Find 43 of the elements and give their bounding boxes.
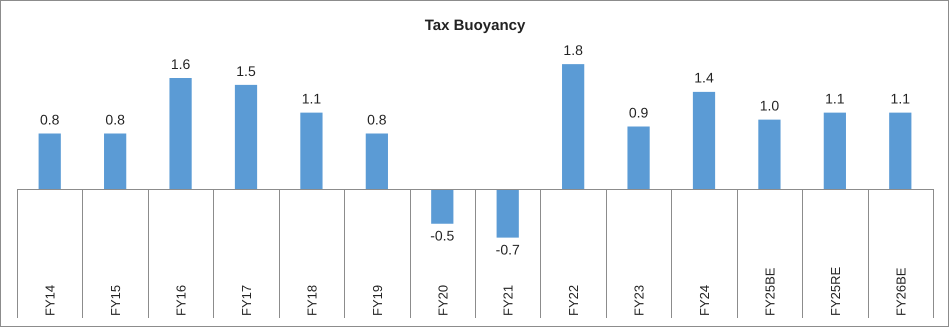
x-tick-label: FY16 (174, 284, 189, 316)
data-label: -0.7 (496, 241, 520, 258)
bar (627, 126, 650, 190)
chart-title: Tax Buoyancy (424, 17, 526, 34)
bar (300, 112, 323, 190)
x-tick-label: FY19 (370, 284, 385, 316)
data-label: 0.8 (105, 111, 126, 128)
x-tick-label: FY22 (566, 284, 582, 316)
x-tick-label: FY15 (108, 284, 124, 316)
bar (234, 84, 258, 190)
bar (104, 133, 126, 190)
data-label: 0.8 (367, 111, 387, 128)
x-tick-label: FY18 (304, 284, 320, 316)
data-label: 1.4 (694, 70, 714, 86)
data-label: 1.1 (825, 90, 845, 107)
data-label: 1.8 (563, 42, 584, 58)
x-tick-label: FY26BE (893, 267, 908, 316)
data-label: 0.9 (628, 104, 649, 120)
x-tick-label: FY14 (42, 284, 58, 316)
bar (562, 64, 584, 190)
data-label: 1.0 (760, 97, 780, 114)
x-tick-label: FY24 (697, 284, 712, 316)
data-label: 0.8 (40, 111, 60, 128)
data-label: 1.1 (302, 90, 322, 107)
data-label: 1.6 (170, 56, 191, 72)
bar (496, 189, 519, 238)
x-tick-label: FY21 (500, 284, 516, 316)
x-tick-label: FY20 (435, 284, 450, 316)
data-label: 1.1 (890, 90, 910, 107)
x-tick-label: FY17 (239, 284, 254, 316)
bar (889, 112, 912, 190)
bar (431, 189, 454, 224)
bar (824, 112, 846, 190)
bar (38, 133, 61, 190)
x-tick-label: FY25RE (828, 266, 843, 316)
bar (692, 92, 716, 190)
data-label: 1.5 (236, 62, 256, 79)
bar (758, 120, 781, 190)
bar (366, 133, 388, 190)
x-tick-label: FY25BE (762, 267, 778, 316)
x-tick-label: FY23 (632, 284, 647, 316)
data-label: -0.5 (430, 228, 455, 244)
bar (169, 78, 192, 190)
